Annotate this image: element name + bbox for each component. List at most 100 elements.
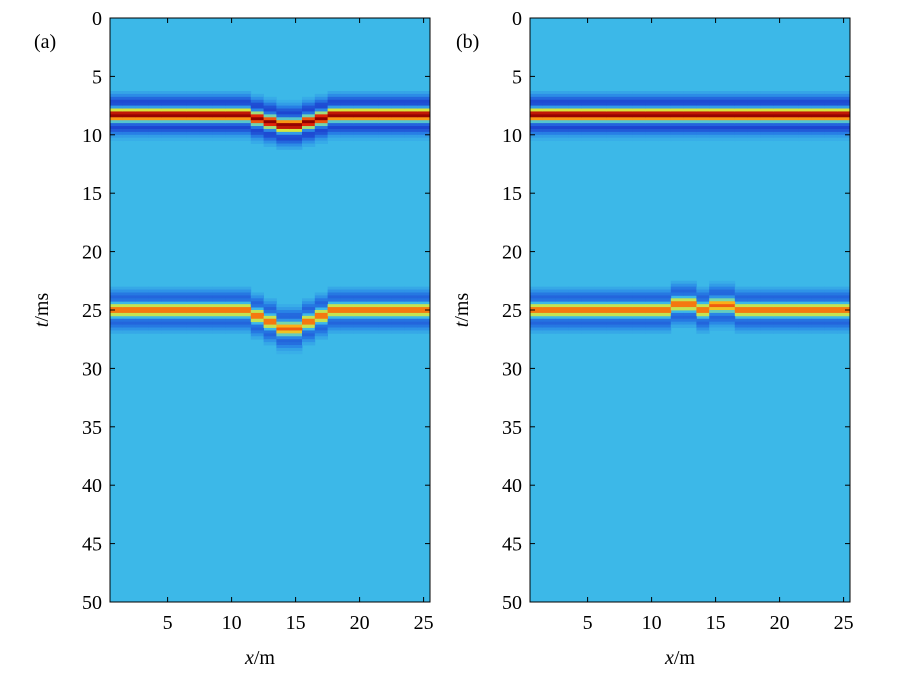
heatmap-cell xyxy=(238,304,252,308)
heatmap-cell xyxy=(110,310,124,314)
heatmap-cell xyxy=(186,111,200,115)
trace-column-24 xyxy=(404,91,418,334)
heatmap-cell xyxy=(135,111,149,115)
heatmap-cell xyxy=(773,99,787,104)
heatmap-cell xyxy=(366,304,380,308)
heatmap-cell xyxy=(837,137,851,142)
heatmap-cell xyxy=(110,93,124,98)
heatmap-cell xyxy=(747,123,761,127)
heatmap-cell xyxy=(619,93,633,98)
heatmap-cell xyxy=(722,324,736,328)
heatmap-cell xyxy=(670,280,684,285)
heatmap-cell xyxy=(161,91,175,95)
heatmap-cell xyxy=(174,321,188,325)
heatmap-cell xyxy=(353,96,367,101)
heatmap-cell xyxy=(148,324,162,328)
heatmap-cell xyxy=(122,324,136,328)
heatmap-cell xyxy=(404,120,418,124)
heatmap-cell xyxy=(199,286,213,290)
heatmap-cell xyxy=(734,123,748,127)
heatmap-cell xyxy=(811,93,825,98)
heatmap-cell xyxy=(632,108,646,112)
heatmap-cell xyxy=(670,93,684,98)
heatmap-cell xyxy=(709,295,723,299)
heatmap-cell xyxy=(645,126,659,130)
heatmap-cell xyxy=(645,327,659,331)
heatmap-cell xyxy=(773,111,787,115)
heatmap-cell xyxy=(760,312,774,317)
heatmap-cell xyxy=(366,310,380,314)
heatmap-cell xyxy=(263,342,277,346)
heatmap-cell xyxy=(186,96,200,101)
heatmap-cell xyxy=(555,307,569,311)
heatmap-cell xyxy=(225,289,239,293)
heatmap-cell xyxy=(568,93,582,98)
heatmap-cell xyxy=(148,120,162,124)
heatmap-cell xyxy=(276,312,290,317)
heatmap-cell xyxy=(135,292,149,296)
heatmap-cell xyxy=(734,321,748,325)
heatmap-cell xyxy=(327,137,341,142)
heatmap-cell xyxy=(696,105,710,109)
heatmap-cell xyxy=(340,123,354,127)
heatmap-cell xyxy=(670,102,684,106)
heatmap-cell xyxy=(212,120,226,124)
heatmap-cell xyxy=(530,134,544,139)
heatmap-cell xyxy=(327,289,341,293)
heatmap-cell xyxy=(824,123,838,127)
heatmap-cell xyxy=(366,327,380,331)
heatmap-cell xyxy=(238,310,252,314)
heatmap-cell xyxy=(366,131,380,136)
heatmap-cell xyxy=(542,327,556,331)
heatmap-cell xyxy=(263,108,277,112)
heatmap-cell xyxy=(696,304,710,308)
heatmap-cell xyxy=(174,117,188,121)
heatmap-cell xyxy=(722,137,736,142)
heatmap-cell xyxy=(632,111,646,115)
heatmap-cell xyxy=(212,91,226,95)
heatmap-cell xyxy=(122,126,136,130)
heatmap-cell xyxy=(555,312,569,317)
heatmap-cell xyxy=(250,96,264,101)
heatmap-cell xyxy=(174,111,188,115)
heatmap-cell xyxy=(174,310,188,314)
heatmap-cell xyxy=(366,99,380,104)
heatmap-cell xyxy=(542,289,556,293)
heatmap-cell xyxy=(696,114,710,118)
trace-column-7 xyxy=(606,91,620,334)
heatmap-cell xyxy=(632,307,646,311)
heatmap-cell xyxy=(327,321,341,325)
heatmap-cell xyxy=(773,321,787,325)
heatmap-cell xyxy=(289,345,303,349)
heatmap-cell xyxy=(110,289,124,293)
heatmap-cell xyxy=(760,321,774,325)
heatmap-cell xyxy=(594,131,608,136)
heatmap-cell xyxy=(250,333,264,337)
heatmap-cell xyxy=(798,131,812,136)
heatmap-cell xyxy=(824,327,838,331)
heatmap-cell xyxy=(555,318,569,323)
trace-column-18 xyxy=(747,91,761,334)
heatmap-cell xyxy=(734,102,748,106)
heatmap-cell xyxy=(250,105,264,109)
heatmap-cell xyxy=(773,318,787,323)
heatmap-cell xyxy=(186,108,200,112)
heatmap-cell xyxy=(250,140,264,144)
heatmap-cell xyxy=(289,304,303,308)
heatmap-cell xyxy=(263,96,277,101)
heatmap-cell xyxy=(658,99,672,104)
heatmap-cell xyxy=(670,283,684,288)
heatmap-cell xyxy=(250,131,264,136)
y-tick-label: 30 xyxy=(82,358,102,380)
heatmap-cell xyxy=(645,134,659,139)
heatmap-cell xyxy=(417,312,431,317)
heatmap-cell xyxy=(110,312,124,317)
heatmap-cell xyxy=(786,93,800,98)
heatmap-cell xyxy=(683,321,697,325)
heatmap-cell xyxy=(734,111,748,115)
heatmap-cell xyxy=(619,292,633,296)
heatmap-cell xyxy=(773,93,787,98)
heatmap-cell xyxy=(683,99,697,104)
heatmap-cell xyxy=(606,304,620,308)
heatmap-cell xyxy=(289,137,303,142)
